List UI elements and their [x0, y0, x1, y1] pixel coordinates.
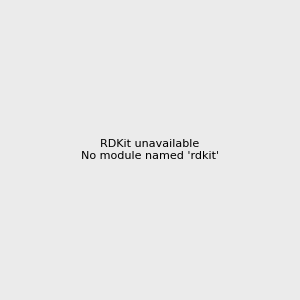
Text: RDKit unavailable
No module named 'rdkit': RDKit unavailable No module named 'rdkit… [81, 139, 219, 161]
